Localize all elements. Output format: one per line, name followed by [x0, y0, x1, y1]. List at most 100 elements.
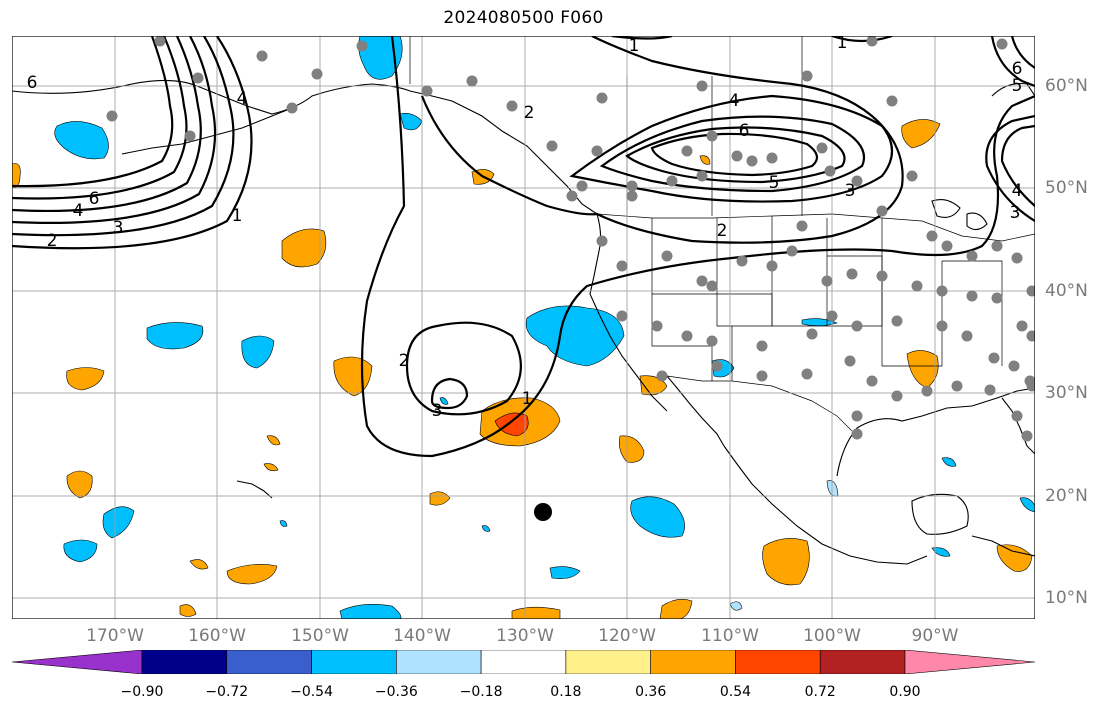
station-dot [1016, 320, 1028, 332]
station-dot [846, 268, 858, 280]
station-dot [311, 68, 323, 80]
station-dot [936, 285, 948, 297]
contour-label: 1 [522, 389, 533, 409]
anomaly-patch [494, 412, 529, 437]
contour-label: 3 [845, 181, 856, 201]
station-dot [806, 328, 818, 340]
station-dot [961, 330, 973, 342]
colorbar-canvas [11, 649, 1036, 675]
contour-label: 3 [432, 401, 443, 421]
station-dot [616, 260, 628, 272]
station-dot [616, 310, 628, 322]
anomaly-patch [281, 228, 327, 268]
anomaly-shading [11, 35, 1036, 620]
station-dot [596, 92, 608, 104]
contour-label: 2 [399, 351, 410, 371]
anomaly-patch [619, 435, 645, 463]
colorbar-segment [735, 649, 821, 675]
anomaly-patch [102, 506, 135, 539]
contour-label: 6 [1012, 59, 1023, 79]
colorbar [11, 649, 1036, 675]
anomaly-patch [762, 538, 810, 586]
anomaly-patch [189, 559, 209, 570]
lon-label-100w: 100°W [803, 626, 861, 646]
station-dot [844, 355, 856, 367]
anomaly-patch [241, 335, 275, 369]
station-dot [1011, 410, 1023, 422]
colorbar-tick-label: −0.36 [374, 684, 418, 700]
state-line [651, 218, 718, 295]
colorbar-tick-label: 0.54 [719, 684, 752, 700]
contour-east-5 [990, 35, 1036, 88]
colorbar-tick-label: 0.72 [804, 684, 836, 700]
station-dot [286, 102, 298, 114]
station-dot [736, 255, 748, 267]
contour-label: 6 [27, 73, 38, 93]
map-panel: 2 3 4 6 1 2 3 1 2 2 3 4 5 6 1 1 5 6 4 3 … [11, 33, 1038, 620]
station-dot [506, 100, 518, 112]
station-dot [936, 320, 948, 332]
station-dot [154, 35, 166, 47]
station-dot [661, 250, 673, 262]
contour-top-1b [831, 34, 893, 43]
station-dot [851, 410, 863, 422]
contour-label: 1 [629, 36, 640, 56]
station-dot [991, 292, 1003, 304]
anomaly-patch [525, 305, 625, 367]
station-dot [891, 390, 903, 402]
anomaly-patch [729, 601, 743, 611]
station-dot [824, 165, 836, 177]
station-dot [988, 352, 1000, 364]
station-dot [756, 340, 768, 352]
station-dot [851, 175, 863, 187]
lon-label-110w: 110°W [701, 626, 759, 646]
map-canvas: 2 3 4 6 1 2 3 1 2 2 3 4 5 6 1 1 5 6 4 3 … [11, 33, 1038, 620]
station-dot [851, 428, 863, 440]
anomaly-patch [996, 544, 1033, 572]
contour-5-north [625, 126, 846, 184]
colorbar-tick-label: 0.90 [889, 684, 921, 700]
station-dot [891, 315, 903, 327]
aleutian-islands [121, 109, 288, 155]
anomaly-patch [906, 350, 939, 389]
contour-label: 1 [837, 36, 848, 53]
contour-label: 4 [729, 91, 740, 111]
anomaly-patch [901, 119, 941, 149]
lon-label-120w: 120°W [598, 626, 656, 646]
contour-label: 2 [524, 103, 535, 123]
lat-label-30: 30°N [1045, 383, 1088, 403]
station-dot [911, 280, 923, 292]
yucatan-coast [911, 493, 969, 535]
station-dot [711, 360, 723, 372]
anomaly-patch [226, 564, 278, 585]
station-dot [696, 80, 708, 92]
station-dot [756, 370, 768, 382]
station-dot [596, 235, 608, 247]
lon-label-160w: 160°W [188, 626, 246, 646]
contour-label: 4 [73, 201, 84, 221]
station-dot [681, 330, 693, 342]
map-title: 2024080500 F060 [443, 8, 604, 28]
lon-label-130w: 130°W [496, 626, 554, 646]
contour-lines [11, 34, 1036, 458]
station-dot [886, 95, 898, 107]
lat-label-60: 60°N [1045, 76, 1088, 96]
station-dot [786, 245, 798, 257]
anomaly-patch [659, 599, 693, 620]
colorbar-segment [311, 649, 397, 675]
anomaly-patch [801, 318, 838, 327]
contour-label: 5 [769, 173, 780, 193]
anomaly-patch [263, 463, 279, 472]
station-dot [821, 275, 833, 287]
station-dot [746, 155, 758, 167]
political-boundaries [409, 36, 1036, 432]
station-dot [706, 130, 718, 142]
colorbar-extend-high [904, 649, 1036, 675]
contour-label: 2 [47, 231, 58, 251]
colorbar-tick-label: −0.72 [205, 684, 249, 700]
station-dot [681, 145, 693, 157]
state-line [881, 218, 943, 367]
station-dot [876, 270, 888, 282]
contour-label-group: 2 3 4 6 1 2 3 1 2 2 3 4 5 6 1 1 5 6 4 3 … [27, 33, 1023, 421]
contour-label: 2 [717, 221, 728, 241]
